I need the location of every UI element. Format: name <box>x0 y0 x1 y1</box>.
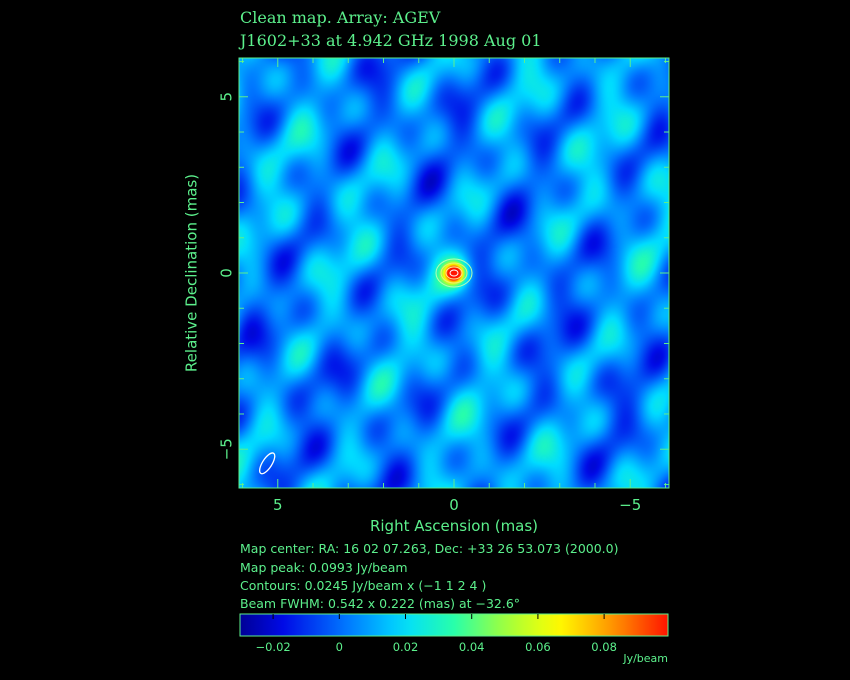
colorbar-tick-label: 0.02 <box>393 640 419 654</box>
x-tick-label: 5 <box>273 496 283 514</box>
y-tick-label: −5 <box>218 438 236 460</box>
peak-contour <box>440 262 468 284</box>
peak-contour <box>435 258 473 288</box>
colorbar-tick-label: 0.08 <box>591 640 617 654</box>
colorbar-unit: Jy/beam <box>622 652 668 665</box>
chart-subtitle: J1602+33 at 4.942 GHz 1998 Aug 01 <box>240 31 542 50</box>
clean-map-heatmap[interactable] <box>239 58 669 488</box>
x-tick-label: 0 <box>449 496 459 514</box>
x-axis-label: Right Ascension (mas) <box>370 517 538 535</box>
beam-ellipse <box>258 452 276 475</box>
y-axis-label: Relative Declination (mas) <box>183 174 201 372</box>
y-tick-label: 5 <box>218 92 236 102</box>
colorbar-tick-label: 0.06 <box>525 640 551 654</box>
chart-title: Clean map. Array: AGEV <box>240 8 441 27</box>
map-center-info: Map center: RA: 16 02 07.263, Dec: +33 2… <box>240 541 619 556</box>
colorbar-tick-label: 0 <box>336 640 343 654</box>
x-tick-label: −5 <box>619 496 641 514</box>
map-peak-info: Map peak: 0.0993 Jy/beam <box>240 560 408 575</box>
colorbar-gradient <box>239 613 669 637</box>
peak-contour <box>445 266 463 280</box>
beam-fwhm-info: Beam FWHM: 0.542 x 0.222 (mas) at −32.6° <box>240 596 521 611</box>
colorbar-tick-label: −0.02 <box>255 640 290 654</box>
colorbar-tick-label: 0.04 <box>459 640 485 654</box>
peak-contour <box>449 269 459 277</box>
contours-info: Contours: 0.0245 Jy/beam x (−1 1 2 4 ) <box>240 578 487 593</box>
y-tick-label: 0 <box>218 268 236 278</box>
